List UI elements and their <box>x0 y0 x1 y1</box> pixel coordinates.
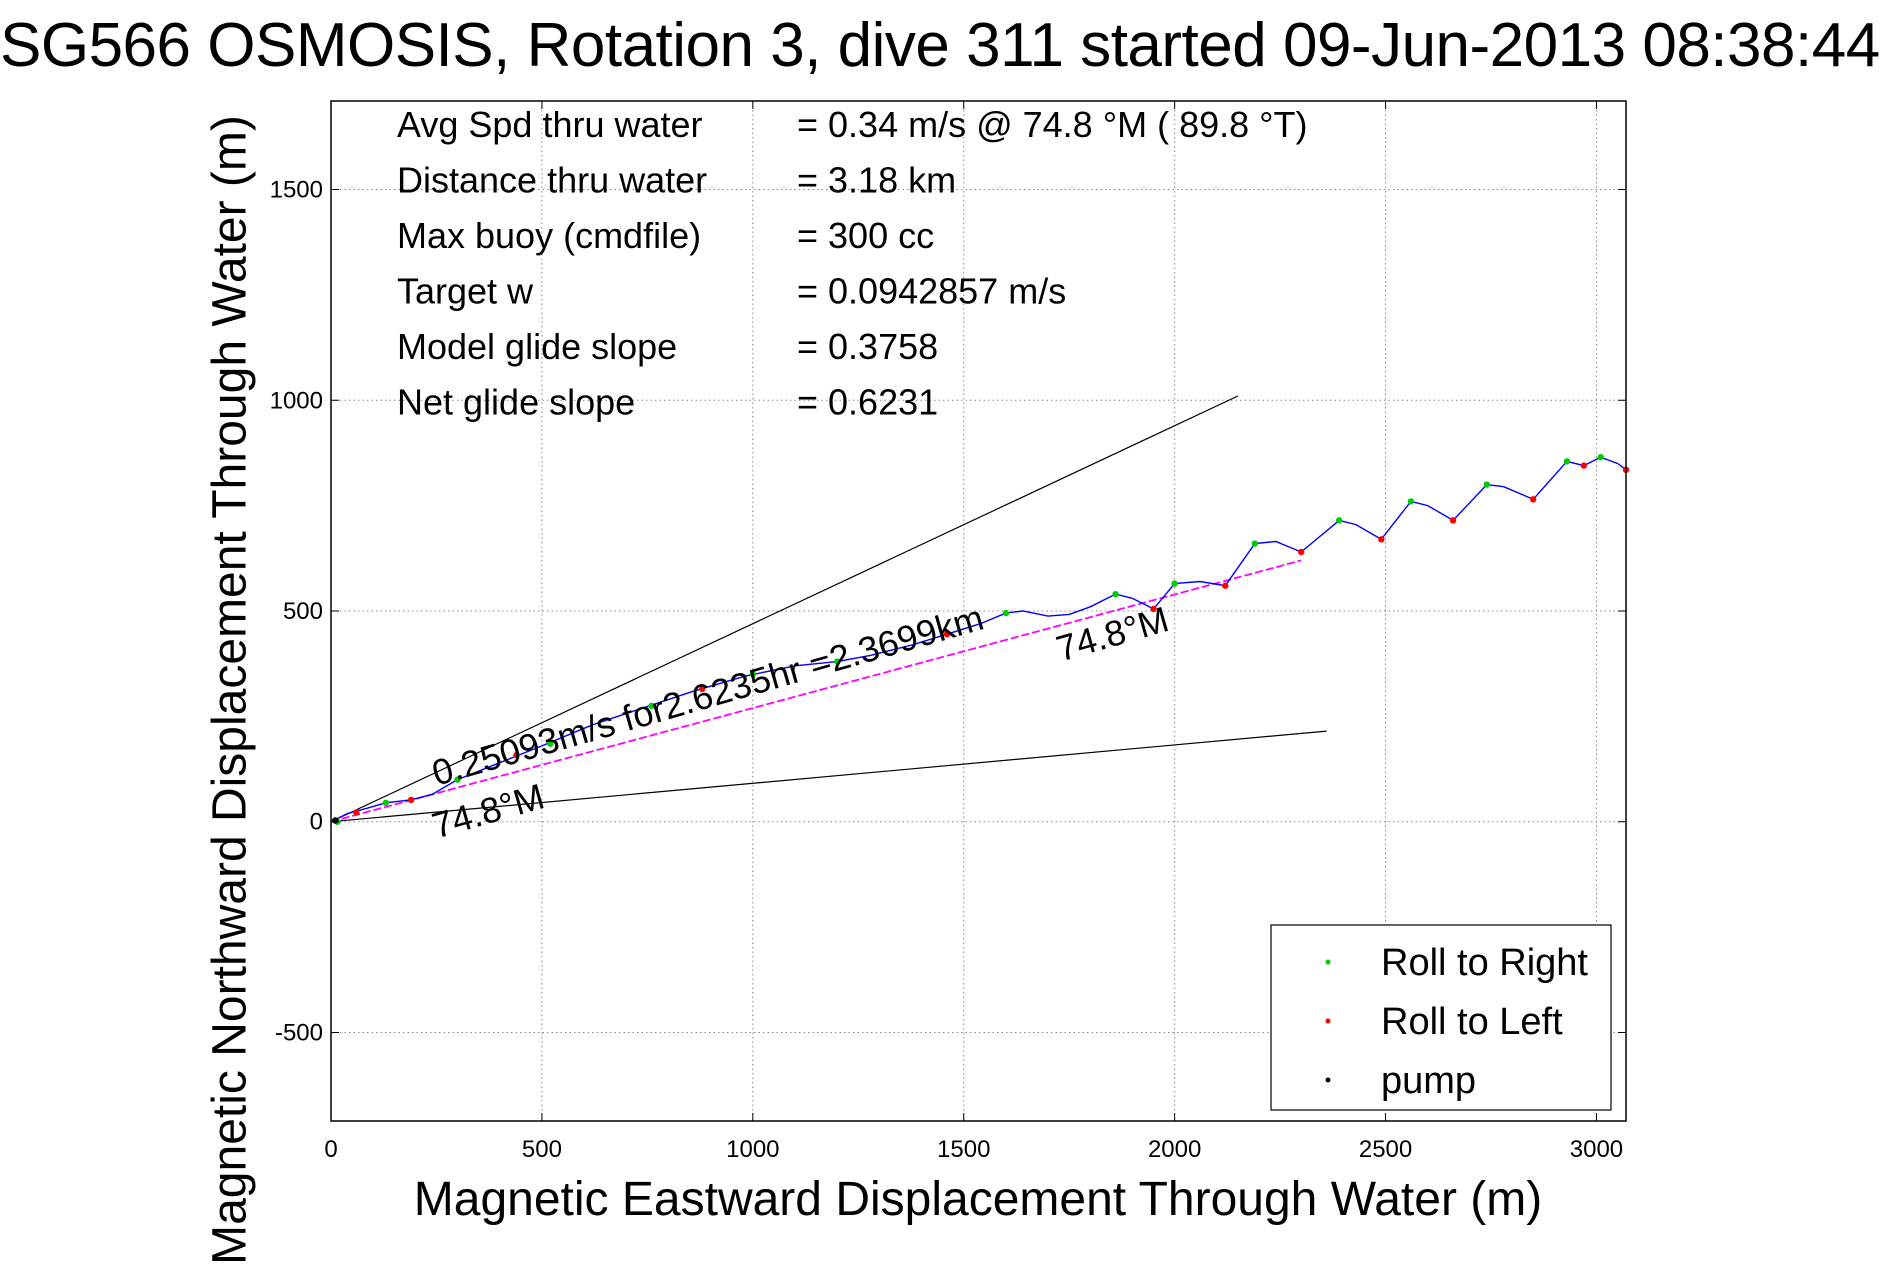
legend-label: Roll to Right <box>1381 942 1588 984</box>
roll-to-left-point <box>1529 496 1537 503</box>
roll-to-right-point <box>1335 517 1343 524</box>
pump-point <box>332 817 339 824</box>
series-group <box>330 453 1630 825</box>
reference-lines <box>330 395 1327 823</box>
x-tick-label: 2000 <box>1148 1136 1201 1163</box>
x-tick-label: 1000 <box>726 1136 779 1163</box>
roll-to-right-point <box>1407 498 1415 505</box>
roll-to-right-point <box>454 776 461 783</box>
y-tick-label: 1500 <box>270 177 323 204</box>
roll-to-right-point <box>1563 458 1571 465</box>
roll-to-right-point <box>833 658 841 665</box>
roll-to-left-point <box>1449 517 1457 524</box>
roll-to-right-point <box>1171 580 1178 587</box>
stat-value: = 3.18 km <box>797 160 956 201</box>
roll-to-left-point <box>1580 462 1588 469</box>
roll-to-left-point <box>513 751 520 759</box>
legend-marker <box>1325 1018 1331 1024</box>
y-tick-label: 1000 <box>270 387 323 414</box>
heading-reference-line <box>330 730 1327 823</box>
mean-heading-line <box>330 559 1302 823</box>
stat-value: = 300 cc <box>797 215 934 256</box>
stat-label: Distance thru water <box>397 160 707 201</box>
roll-to-right-point <box>1112 590 1119 598</box>
heading-reference-line <box>330 395 1239 823</box>
roll-to-right-point <box>648 702 655 710</box>
axis-ticks: 0 500 1000 1500 2000 2500 3000 -500 0 500 1000 1500 <box>270 101 1626 1163</box>
roll-to-left-point <box>1150 605 1157 613</box>
x-axis-label: Magnetic Eastward Displacement Through W… <box>413 1173 1543 1226</box>
roll-to-left-point <box>1378 536 1385 543</box>
y-tick-label: -500 <box>275 1019 323 1046</box>
roll-to-left-point <box>1297 548 1305 556</box>
roll-to-left-point <box>699 685 706 693</box>
grid <box>331 101 1626 1121</box>
stat-label: Max buoy (cmdfile) <box>397 215 701 256</box>
x-tick-label: 3000 <box>1570 1136 1623 1163</box>
x-tick-label: 2500 <box>1359 1136 1412 1163</box>
stat-label: Target w <box>397 271 534 312</box>
y-tick-label: 0 <box>310 809 323 836</box>
roll-to-left-point <box>1222 582 1229 589</box>
stat-value: = 0.3758 <box>797 326 938 367</box>
roll-to-right-point <box>1002 609 1010 617</box>
roll-to-left-point <box>407 796 415 804</box>
stat-label: Avg Spd thru water <box>397 104 703 145</box>
roll-to-right-point <box>382 799 390 806</box>
roll-to-right-point <box>1251 540 1258 547</box>
x-tick-label: 0 <box>324 1136 337 1163</box>
roll-to-right-point <box>749 671 757 678</box>
stat-label: Model glide slope <box>397 326 677 367</box>
legend-marker <box>1325 1077 1331 1083</box>
stat-label: Net glide slope <box>397 382 635 423</box>
x-tick-label: 500 <box>522 1136 562 1163</box>
legend-marker <box>1325 959 1331 965</box>
chart-title: SG566 OSMOSIS, Rotation 3, dive 311 star… <box>0 11 1880 80</box>
roll-to-right-point <box>1483 481 1490 488</box>
roll-to-right-point <box>1597 453 1604 461</box>
legend-label: pump <box>1381 1060 1476 1102</box>
y-tick-label: 500 <box>283 598 323 625</box>
legend-label: Roll to Left <box>1381 1001 1563 1043</box>
stats-panel: Avg Spd thru water = 0.34 m/s @ 74.8 °M (… <box>397 104 1308 423</box>
roll-to-left-point <box>943 630 951 638</box>
stat-value: = 0.6231 <box>797 382 938 423</box>
legend: Roll to Right Roll to Left pump <box>1270 924 1612 1111</box>
stat-value: = 0.34 m/s @ 74.8 °M ( 89.8 °T) <box>797 104 1308 145</box>
stat-value: = 0.0942857 m/s <box>797 271 1066 312</box>
track-line <box>330 456 1627 823</box>
x-tick-label: 1500 <box>937 1136 990 1163</box>
roll-to-right-point <box>547 740 554 747</box>
roll-to-left-point <box>353 809 360 816</box>
